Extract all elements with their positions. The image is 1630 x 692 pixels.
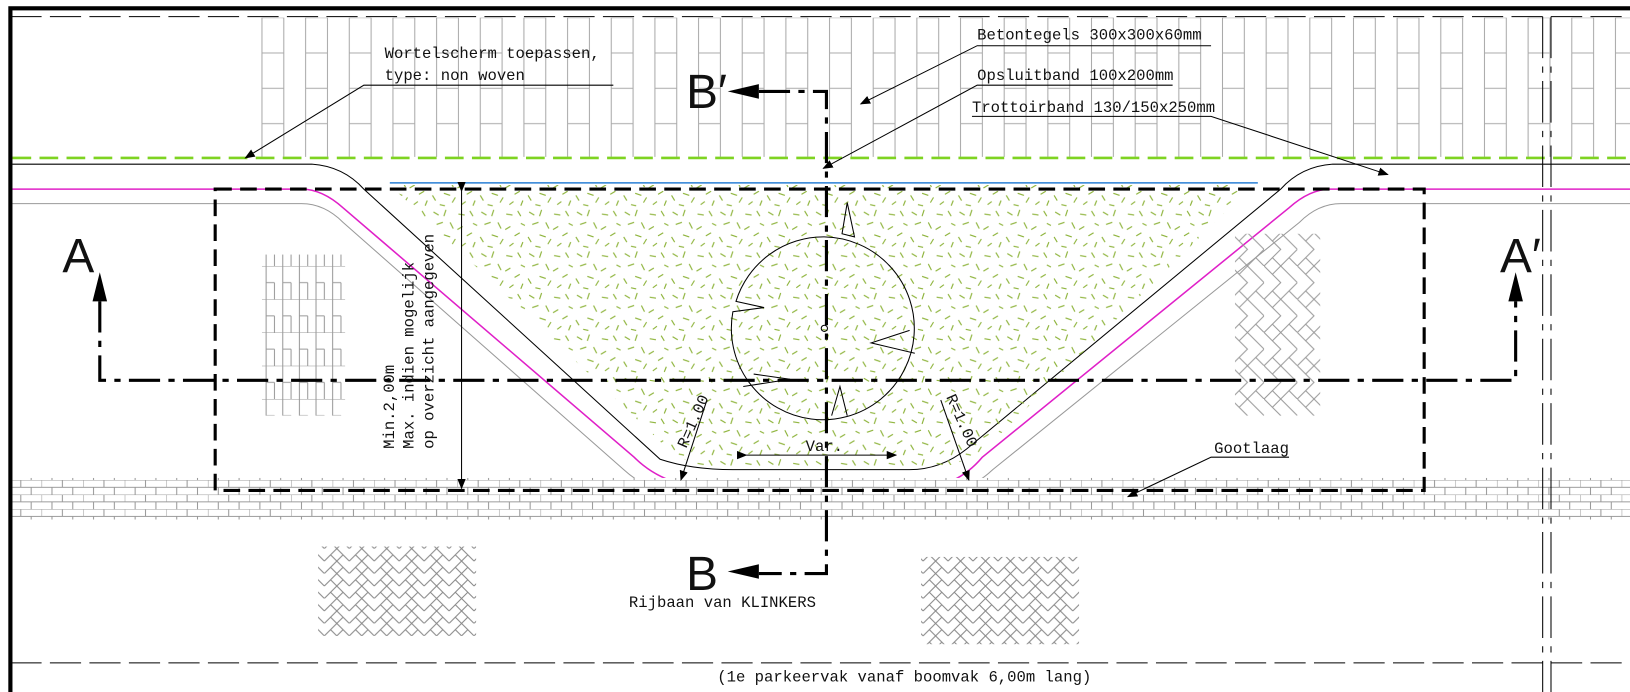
label: Gootlaag [1214,440,1289,458]
gootlaag [12,477,1630,520]
leader [971,115,1389,176]
dimension-label: Var. [806,438,843,456]
leader [244,84,614,159]
tree-center [820,324,828,332]
section-label: B′ [686,66,727,119]
paving-tiles [247,17,1630,157]
label: type: non woven [385,67,525,85]
leader [822,84,1173,169]
axis-line [1542,16,1552,692]
paving-sample [261,254,346,416]
section-a-line [98,301,1518,382]
frame [8,6,1630,692]
label: Wortelscherm toepassen, [385,45,600,63]
radius-leader [679,399,708,482]
section-label: A′ [1500,230,1541,283]
label: Trottoirband 130/150x250mm [972,99,1215,117]
section-b-line [758,89,828,576]
radius-leader [940,399,970,482]
dimension-label: Min.2,00m [381,365,399,449]
label: Opsluitband 100x200mm [977,67,1173,85]
klinker-sample [318,546,477,636]
label: (1e parkeervak vanaf boomvak 6,00m lang) [717,669,1091,687]
label: Betontegels 300x300x60mm [977,26,1201,44]
leader [859,45,1212,105]
tree [730,202,915,421]
klinker-sample [921,556,1080,645]
dimension-label: op overzicht aangegeven [420,234,438,449]
leader [1126,456,1290,498]
dimension-label: Max. indien mogelijk [401,262,419,449]
paving-sample [1234,233,1321,416]
section-label: B [686,548,718,601]
label: Rijbaan van KLINKERS [629,594,816,612]
section-label: A [62,230,94,283]
pit-outline [213,187,1426,492]
